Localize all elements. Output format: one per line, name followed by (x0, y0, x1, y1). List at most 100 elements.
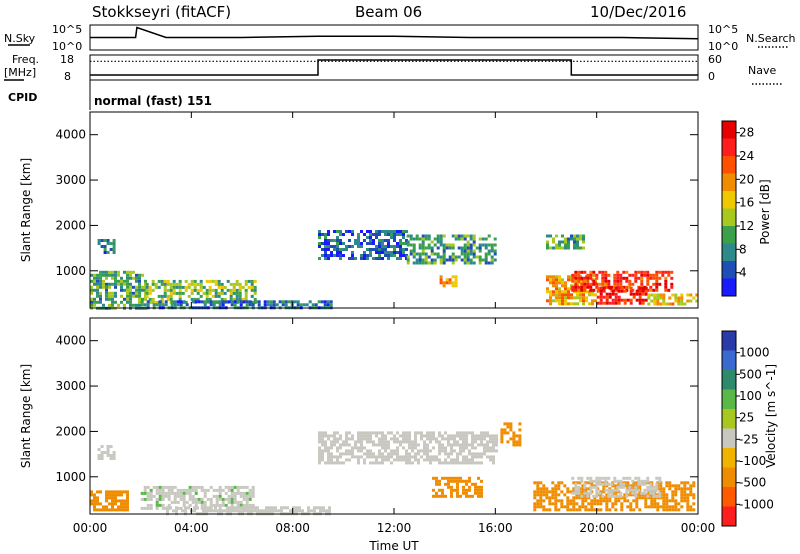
heatmap-cell (215, 497, 219, 501)
heatmap-cell (99, 502, 102, 506)
heatmap-cell (318, 431, 321, 435)
x-tick-label: 08:00 (275, 521, 310, 535)
heatmap-cell (321, 449, 324, 453)
heatmap-cell (536, 502, 540, 506)
heatmap-cell (405, 254, 408, 257)
heatmap-cell (423, 449, 426, 453)
heatmap-cell (190, 282, 194, 286)
heatmap-cell (564, 296, 567, 300)
heatmap-cell (169, 294, 173, 298)
heatmap-cell (138, 303, 141, 307)
heatmap-cell (566, 505, 570, 509)
heatmap-cell (596, 502, 600, 506)
heatmap-cell (578, 481, 582, 485)
heatmap-cell (692, 296, 696, 300)
heatmap-cell (438, 443, 441, 447)
heatmap-cell (447, 476, 450, 480)
heatmap-cell (387, 458, 390, 462)
heatmap-cell (111, 294, 114, 298)
heatmap-cell (93, 508, 96, 512)
heatmap-cell (396, 437, 399, 441)
heatmap-cell (405, 239, 408, 242)
heatmap-cell (574, 273, 578, 277)
heatmap-cell (456, 434, 459, 438)
heatmap-cell (144, 282, 147, 286)
heatmap-cell (253, 288, 257, 292)
heatmap-cell (369, 452, 372, 456)
heatmap-cell (280, 509, 283, 513)
heatmap-cell (295, 509, 298, 513)
heatmap-cell (640, 276, 644, 280)
heatmap-cell (351, 254, 354, 257)
heatmap-cell (324, 434, 327, 438)
heatmap-cell (432, 437, 435, 441)
heatmap-cell (465, 437, 468, 441)
heatmap-cell (160, 294, 164, 298)
heatmap-cell (405, 449, 408, 453)
heatmap-cell (614, 508, 618, 512)
heatmap-cell (670, 276, 674, 280)
heatmap-cell (170, 500, 174, 504)
heatmap-cell (616, 273, 620, 277)
heatmap-cell (181, 291, 185, 295)
heatmap-cell (664, 285, 668, 289)
heatmap-cell (223, 297, 227, 301)
heatmap-cell (244, 509, 247, 513)
heatmap-cell (324, 440, 327, 444)
heatmap-cell (601, 270, 605, 274)
heatmap-cell (589, 273, 593, 277)
heatmap-cell (653, 293, 657, 297)
heatmap-cell (592, 279, 596, 283)
heatmap-cell (105, 499, 108, 503)
heatmap-cell (674, 487, 678, 491)
heatmap-cell (236, 485, 240, 489)
heatmap-cell (619, 479, 623, 483)
heatmap-cell (560, 481, 564, 485)
heatmap-cell (244, 294, 248, 298)
heatmap-cell (435, 479, 438, 483)
heatmap-cell (518, 434, 522, 438)
heatmap-cell (647, 505, 651, 509)
heatmap-cell (209, 500, 213, 504)
heatmap-cell (351, 455, 354, 459)
heatmap-cell (96, 282, 99, 286)
heatmap-cell (108, 493, 111, 497)
heatmap-cell (226, 509, 229, 513)
heatmap-cell (318, 437, 321, 441)
heatmap-cell (604, 282, 608, 286)
heatmap-cell (578, 505, 582, 509)
heatmap-cell (372, 461, 375, 465)
heatmap-cell (336, 455, 339, 459)
heatmap-cell (480, 440, 483, 444)
heatmap-cell (212, 488, 216, 492)
heatmap-cell (617, 286, 621, 290)
heatmap-cell (585, 296, 588, 300)
heatmap-cell (354, 440, 357, 444)
heatmap-cell (653, 499, 657, 503)
heatmap-cell (662, 508, 666, 512)
heatmap-cell (138, 276, 141, 280)
heatmap-cell (424, 261, 428, 265)
heatmap-cell (512, 437, 516, 441)
heatmap-cell (563, 484, 567, 488)
heatmap-cell (200, 500, 204, 504)
heatmap-cell (644, 289, 648, 293)
heatmap-cell (238, 288, 242, 292)
heatmap-cell (465, 458, 468, 462)
heatmap-cell (99, 282, 102, 286)
heatmap-cell (117, 273, 120, 277)
heatmap-cell (381, 440, 384, 444)
heatmap-cell (477, 455, 480, 459)
heatmap-cell (430, 261, 434, 265)
heatmap-cell (93, 496, 96, 500)
heatmap-cell (617, 295, 621, 299)
heatmap-cell (140, 497, 144, 501)
heatmap-cell (384, 248, 387, 251)
heatmap-cell (99, 276, 102, 280)
heatmap-cell (330, 239, 333, 242)
heatmap-cell (251, 488, 255, 492)
heatmap-cell (478, 237, 482, 241)
heatmap-cell (90, 300, 93, 304)
heatmap-cell (493, 252, 497, 256)
heatmap-cell (665, 502, 669, 506)
